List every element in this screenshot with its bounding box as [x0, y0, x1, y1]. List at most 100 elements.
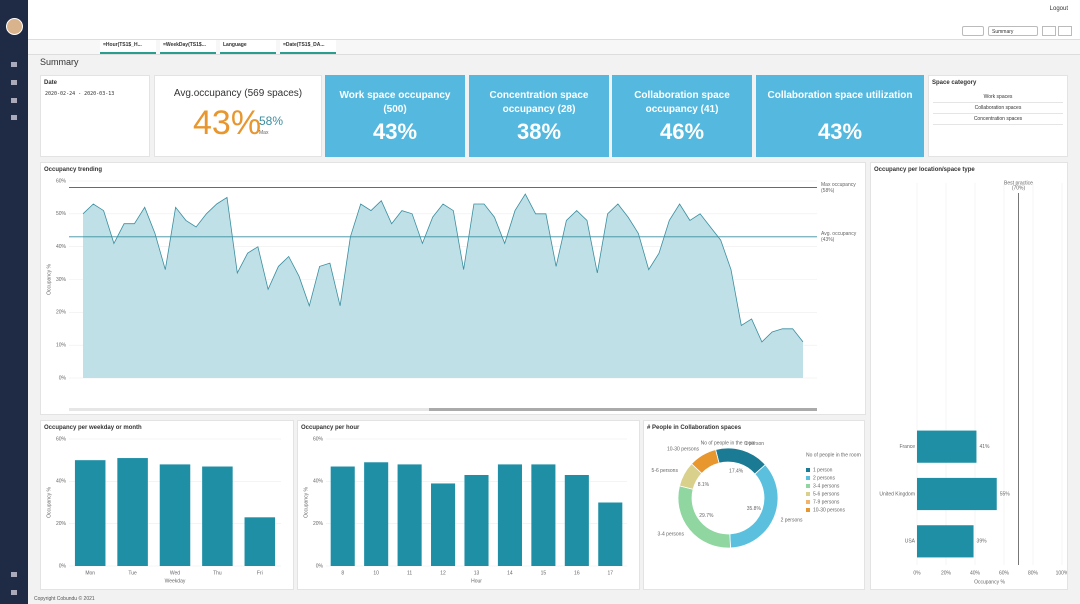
legend-label: 3-4 persons: [813, 483, 840, 489]
logout[interactable]: Logout: [1049, 6, 1068, 12]
x-axis-title: Weekday: [165, 578, 186, 584]
kpi-tile: Collaboration space utilization 43%: [756, 75, 924, 157]
y-tick-label: 40%: [56, 479, 67, 485]
x-tick-label: Thu: [213, 570, 222, 576]
kpi-value: 38%: [516, 119, 562, 144]
bar: [464, 474, 489, 566]
y-tick-label: 0%: [59, 563, 67, 569]
y-tick-label: 60%: [313, 436, 324, 442]
y-tick-label: 50%: [56, 211, 67, 217]
nav-icon[interactable]: [11, 115, 17, 120]
y-tick-label: 40%: [56, 244, 67, 250]
selection-chip[interactable]: =Hour(TS1$_H...: [100, 40, 156, 54]
settings-icon[interactable]: [11, 590, 17, 595]
kpi-tile: Concentration space occupancy (28) 38%: [469, 75, 609, 157]
x-tick-label: 11: [407, 570, 412, 576]
footer: Copyright Cobundu © 2021: [34, 596, 95, 602]
bar: [917, 525, 974, 558]
kpi-title: Concentration space occupancy (28): [489, 90, 589, 115]
bar: [117, 458, 148, 566]
x-tick-label: 10: [373, 570, 379, 576]
bar: [330, 466, 355, 566]
reference-label: Max occupancy: [821, 182, 856, 188]
x-axis-title: Hour: [471, 578, 482, 584]
date-filter[interactable]: Date 2020-02-24 - 2020-03-13: [40, 75, 150, 157]
bar: [431, 483, 456, 566]
x-tick-label: Fri: [257, 570, 263, 576]
nav-icon[interactable]: [11, 62, 17, 67]
kpi-title: Collaboration space occupancy (41): [634, 90, 730, 115]
kpi-title: Avg.occupancy (569 spaces): [173, 88, 303, 99]
reference-label: Best practice: [1004, 180, 1033, 186]
category-label: USA: [905, 539, 916, 545]
kpi-value: 43%: [372, 119, 418, 144]
bar: [917, 430, 977, 463]
next-button[interactable]: [1058, 26, 1072, 36]
bar: [564, 474, 589, 566]
x-tick-label: 17: [607, 570, 613, 576]
data-label: 8.1%: [698, 482, 710, 488]
chart-panel: Occupancy per hour 0% 20% 40% 60% Occupancy %…: [297, 420, 640, 590]
category-item[interactable]: Concentration spaces: [933, 114, 1063, 125]
bar: [74, 460, 106, 566]
scrollbar-thumb: [429, 408, 817, 411]
legend-label: 7-9 persons: [813, 499, 840, 505]
x-tick-label: 14: [507, 570, 513, 576]
y-tick-label: 20%: [313, 521, 324, 527]
chart: 0% 20% 40% 60% Occupancy % 8 10 11 12 13 14 15 16 17 H…: [303, 436, 627, 584]
kpi-max-value: 58%: [259, 114, 284, 128]
sheet-dropdown[interactable]: Summary: [988, 26, 1038, 36]
reference-value: (58%): [821, 188, 835, 194]
bar: [598, 502, 623, 566]
nav-icon[interactable]: [11, 572, 17, 577]
x-tick-label: 60%: [999, 570, 1010, 576]
kpi-title: Collaboration space utilization: [767, 90, 913, 101]
y-tick-label: 20%: [56, 521, 67, 527]
slice-label: 10-30 persons: [667, 446, 699, 452]
chart-panel: Occupancy trending 0% 10% 20% 30% 40% 50% 60% Oc…: [40, 162, 866, 415]
y-axis-title: Occupancy %: [303, 487, 309, 518]
kpi-title: Work space occupancy (500): [339, 90, 451, 115]
bar: [397, 464, 422, 566]
nav-icon[interactable]: [11, 80, 17, 85]
data-label: 35.8%: [747, 506, 762, 512]
bar: [202, 466, 233, 566]
nav-icon[interactable]: [11, 98, 17, 103]
category-item[interactable]: Collaboration spaces: [933, 103, 1063, 114]
x-tick-label: 0%: [913, 570, 921, 576]
avg-kpi: Avg.occupancy (569 spaces) 43% 58% Max: [154, 75, 322, 157]
x-tick-label: 8: [341, 570, 344, 576]
x-tick-label: 80%: [1028, 570, 1039, 576]
selection-chip[interactable]: =WeekDay(TS1$...: [160, 40, 216, 54]
chart-panel: Occupancy per location/space type 0% 20% 40…: [870, 162, 1068, 590]
selection-chip[interactable]: =Date(TS1$_DA...: [280, 40, 336, 54]
legend-label: 1 person: [813, 467, 833, 473]
bar: [244, 517, 276, 566]
chart-title: Occupancy trending: [44, 167, 103, 173]
legend-swatch: [806, 508, 810, 512]
header: Logout Summary: [28, 0, 1080, 40]
data-label: 39%: [977, 539, 988, 545]
bookmark-button[interactable]: [962, 26, 984, 36]
y-tick-label: 20%: [56, 310, 67, 316]
x-tick-label: 12: [440, 570, 446, 576]
date-range[interactable]: 2020-02-24 - 2020-03-13: [45, 91, 115, 97]
space-category: Space category Work spaces Collaboration …: [928, 75, 1068, 157]
selection-chip[interactable]: Language: [220, 40, 276, 54]
avatar[interactable]: [6, 18, 23, 35]
y-axis-title: Occupancy %: [46, 487, 52, 518]
prev-button[interactable]: [1042, 26, 1056, 36]
y-tick-label: 60%: [56, 178, 67, 184]
pie-subtitle: No of people in the room: [701, 440, 756, 446]
bar: [917, 477, 997, 511]
category-label: France: [899, 444, 915, 450]
category-item[interactable]: Work spaces: [933, 92, 1063, 103]
kpi-max-label: Max: [259, 130, 269, 136]
data-label: 17.4%: [729, 469, 744, 475]
slice-label: 5-6 persons: [652, 468, 679, 474]
y-tick-label: 0%: [59, 375, 67, 381]
data-label: 29.7%: [699, 513, 714, 519]
bar: [497, 464, 522, 566]
slice-label: 2 persons: [781, 517, 803, 523]
